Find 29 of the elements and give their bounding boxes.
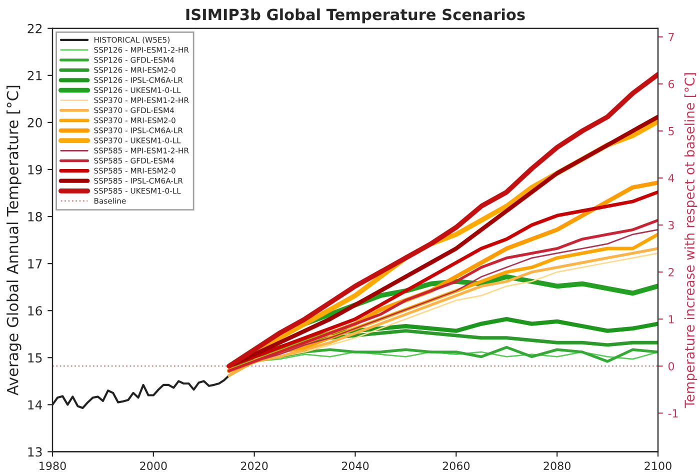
y2-tick-label: 2: [668, 268, 674, 276]
y-tick-label: 18: [28, 212, 42, 222]
x-tick-label: 2060: [442, 462, 470, 470]
y2-axis-title: Temperature increase with respect ot baseline [°C]: [684, 73, 698, 408]
y-axis-title: Average Global Annual Temperature [°C]: [6, 86, 22, 396]
y-tick-label: 17: [28, 259, 42, 268]
x-tick-label: 2100: [644, 462, 672, 470]
y-tick-label: 14: [28, 400, 42, 410]
y-tick-label: 15: [28, 353, 42, 363]
x-tick-label: 2020: [241, 462, 268, 470]
y-tick-label: 21: [28, 70, 42, 80]
y2-tick-label: 7: [668, 32, 674, 42]
y2-tick-label: 6: [668, 80, 674, 88]
y2-tick-label: 4: [668, 174, 674, 182]
y-tick-label: 20: [28, 118, 42, 128]
x-tick-label: 2000: [140, 462, 167, 470]
y-tick-label: 19: [28, 164, 42, 174]
y2-tick-label: 1: [668, 315, 674, 324]
y2-tick-label: 3: [668, 220, 674, 230]
y-tick-label: 16: [28, 306, 42, 316]
chart-title: ISIMIP3b Global Temperature Scenarios: [186, 8, 525, 24]
y2-tick-label: -1: [668, 409, 678, 418]
x-tick-label: 2040: [342, 462, 369, 470]
y2-tick-label: 5: [668, 127, 674, 136]
x-tick-label: 1980: [40, 462, 66, 470]
x-tick-label: 2080: [544, 462, 570, 470]
y-tick-label: 22: [28, 24, 42, 34]
y-tick-label: 13: [28, 447, 42, 457]
y2-tick-label: 0: [668, 362, 674, 370]
